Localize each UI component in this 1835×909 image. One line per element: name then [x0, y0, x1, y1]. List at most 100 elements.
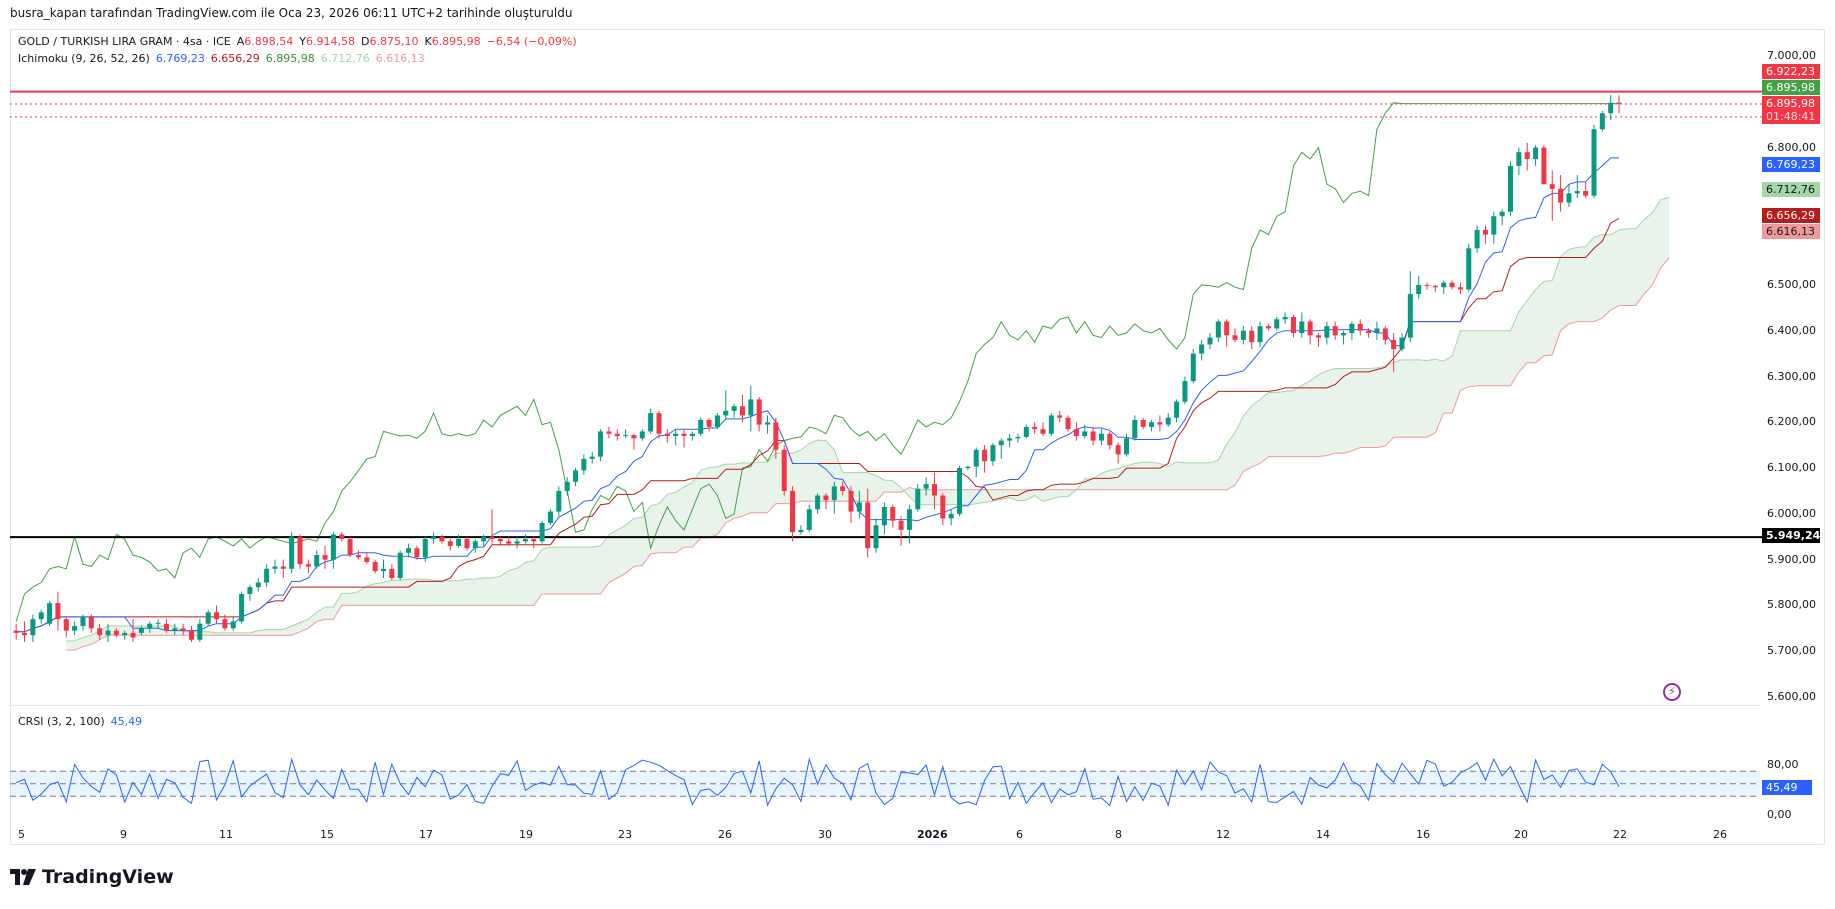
time-tick: 19 — [519, 828, 533, 841]
candle-body — [138, 628, 144, 633]
support-line-badge: 5.949,24 — [1762, 528, 1820, 543]
last-price-badge: 6.895,98 01:48:41 — [1762, 96, 1820, 124]
candle-body — [1057, 415, 1063, 418]
candle-body — [564, 481, 570, 491]
flash-icon[interactable]: ⚡ — [1663, 683, 1681, 701]
candle-body — [639, 431, 645, 439]
candle-body — [1182, 381, 1188, 402]
candle-body — [1374, 328, 1380, 334]
candle-body — [531, 539, 537, 542]
pane-separator[interactable] — [10, 705, 1760, 706]
candle-body — [1332, 326, 1338, 336]
candle-body — [765, 422, 771, 425]
candle-body — [305, 564, 311, 567]
close-label: K — [424, 35, 432, 48]
base-badge: 6.656,29 — [1762, 208, 1820, 223]
candle-body — [706, 419, 712, 427]
candle-body — [656, 413, 662, 434]
crsi-value-badge: 45,49 — [1762, 780, 1812, 795]
price-tick: 5.900,00 — [1767, 552, 1816, 566]
candle-body — [247, 587, 253, 594]
change-value: −6,54 (−0,09%) — [486, 35, 577, 48]
low-value: 6.875,10 — [369, 35, 419, 48]
crsi-tick: 0,00 — [1767, 808, 1792, 821]
candle-body — [397, 552, 403, 578]
candle-body — [714, 415, 720, 427]
candle-body — [689, 433, 695, 437]
candle-body — [447, 541, 453, 546]
candle-body — [38, 612, 44, 620]
candle-body — [848, 490, 854, 512]
candle-body — [1207, 337, 1213, 345]
tradingview-logo[interactable]: TradingView — [10, 866, 174, 888]
candle-body — [1157, 422, 1163, 425]
candle-body — [163, 623, 169, 631]
close-value: 6.895,98 — [431, 35, 481, 48]
time-tick: 17 — [419, 828, 433, 841]
candle-body — [856, 502, 862, 512]
candle-body — [1199, 344, 1205, 354]
candle-body — [230, 621, 236, 629]
candle-body — [514, 541, 520, 544]
candle-body — [1391, 339, 1397, 350]
time-tick: 23 — [618, 828, 632, 841]
chart-frame — [10, 29, 1825, 845]
candle-body — [489, 536, 495, 540]
candle-body — [22, 632, 28, 636]
candle-body — [890, 506, 896, 521]
candle-body — [798, 529, 804, 533]
alert-line-badge: 6.922,23 — [1762, 64, 1820, 79]
candle-body — [113, 630, 119, 636]
candle-body — [1073, 429, 1079, 437]
ichimoku-label[interactable]: Ichimoku (9, 26, 52, 26) — [18, 52, 150, 65]
time-tick: 16 — [1416, 828, 1430, 841]
candle-body — [781, 449, 787, 491]
candle-body — [1082, 431, 1088, 437]
candle-body — [214, 612, 220, 620]
ichimoku-legend: Ichimoku (9, 26, 52, 26) 6.769,23 6.656,29… — [18, 52, 431, 65]
candle-body — [598, 431, 604, 457]
candle-body — [790, 490, 796, 533]
crsi-label[interactable]: CRSI (3, 2, 100) — [18, 715, 105, 728]
candle-body — [698, 419, 704, 434]
time-tick: 6 — [1016, 828, 1023, 841]
candle-body — [957, 468, 963, 514]
candle-body — [673, 433, 679, 437]
candle-body — [873, 525, 879, 549]
high-label: Y — [299, 35, 307, 48]
candle-body — [1140, 419, 1146, 427]
candle-body — [1449, 282, 1455, 288]
candle-body — [840, 486, 846, 491]
candle-body — [406, 548, 412, 553]
candle-body — [1215, 321, 1221, 338]
candle-body — [1441, 282, 1447, 288]
candle-body — [1399, 337, 1405, 350]
price-tick: 5.600,00 — [1767, 690, 1816, 703]
candle-body — [264, 568, 270, 583]
candle-body — [1190, 353, 1196, 382]
candle-body — [923, 484, 929, 489]
candle-body — [1591, 129, 1597, 196]
candle-body — [1516, 152, 1522, 166]
candle-body — [1115, 445, 1121, 455]
ichimoku-conversion: 6.769,23 — [155, 52, 205, 65]
candle-body — [122, 632, 128, 636]
time-tick: 9 — [120, 828, 127, 841]
symbol-name[interactable]: GOLD / TURKISH LIRA GRAM · 4sa · ICE — [18, 35, 231, 48]
candle-body — [380, 568, 387, 572]
ichimoku-lead-b: 6.616,13 — [375, 52, 425, 65]
candle-body — [1541, 147, 1547, 185]
candle-body — [940, 495, 946, 519]
candle-body — [631, 435, 637, 439]
candle-body — [1174, 401, 1180, 418]
candle-body — [314, 555, 320, 567]
candle-body — [865, 502, 871, 549]
lagging-badge: 6.895,98 — [1762, 80, 1820, 95]
candle-body — [297, 536, 303, 565]
candle-body — [339, 534, 345, 540]
time-tick: 2026 — [917, 828, 948, 841]
price-tick: 7.000,00 — [1767, 49, 1816, 62]
candle-body — [197, 623, 203, 640]
candle-body — [464, 539, 470, 549]
